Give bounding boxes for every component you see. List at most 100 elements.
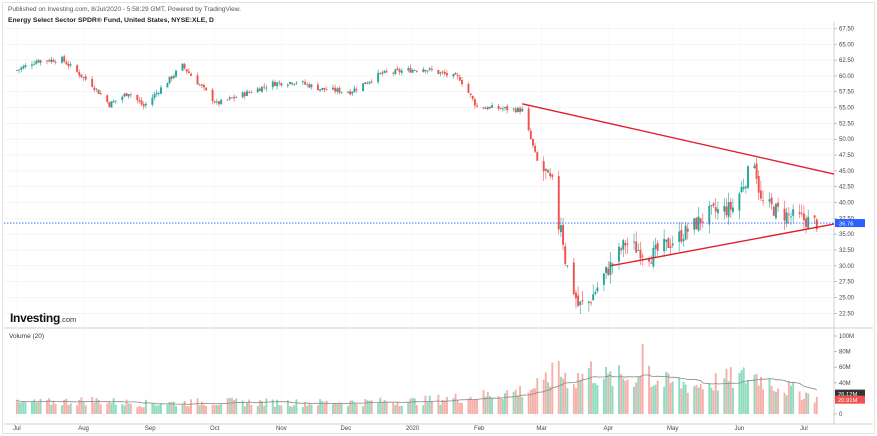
candle-body	[211, 89, 214, 102]
candle	[577, 286, 580, 308]
volume-bar	[712, 390, 715, 414]
candle	[514, 106, 517, 114]
volume-bar	[323, 403, 326, 414]
volume-bar	[755, 373, 758, 414]
candle	[415, 69, 418, 73]
volume-bar	[471, 399, 474, 414]
candle	[340, 91, 343, 94]
volume-bar	[243, 406, 246, 414]
candle-body	[138, 100, 141, 102]
candle	[63, 54, 66, 64]
volume-bar	[697, 387, 700, 414]
volume-bar	[469, 396, 472, 414]
candle	[80, 74, 83, 79]
candle	[151, 94, 154, 107]
candle	[18, 69, 21, 74]
candle-body	[581, 300, 584, 302]
volume-bar	[211, 404, 214, 414]
volume-y-axis: 100M80M60M40M20M0	[834, 334, 854, 418]
candle	[394, 68, 397, 76]
candle	[482, 107, 485, 110]
candle-body	[605, 266, 608, 273]
volume-bar	[248, 399, 251, 414]
volume-bar	[185, 406, 188, 414]
candle	[755, 158, 758, 184]
candle	[334, 84, 337, 94]
volume-bar	[233, 400, 236, 414]
candle	[243, 91, 246, 100]
candle	[349, 89, 352, 96]
volume-bar	[142, 407, 145, 414]
volume-bar	[488, 396, 491, 414]
volume-bar	[355, 404, 358, 414]
candle-body	[506, 106, 509, 111]
candle	[667, 237, 670, 249]
candle	[559, 217, 562, 238]
candle-body	[379, 72, 382, 74]
candle-body	[774, 203, 777, 218]
candle	[261, 86, 263, 93]
candle	[332, 84, 334, 91]
volume-bar	[67, 404, 70, 414]
candle	[807, 209, 810, 230]
candle	[123, 92, 126, 98]
candle	[353, 85, 356, 93]
candle	[121, 95, 124, 104]
candle	[84, 74, 87, 82]
volume-bar	[99, 404, 102, 414]
volume-bar	[753, 374, 756, 414]
volume-bar	[762, 389, 765, 414]
candle	[114, 100, 117, 104]
volume-bar	[725, 368, 728, 414]
candle	[792, 204, 795, 224]
volume-bar	[121, 404, 124, 414]
candle	[536, 150, 539, 162]
candle	[426, 70, 429, 74]
candle-body	[205, 87, 208, 91]
volume-bar	[347, 405, 350, 414]
candle	[499, 107, 502, 110]
candle	[166, 82, 169, 88]
candle	[321, 87, 324, 92]
price-tick-label: 62.50	[839, 58, 855, 64]
candle	[800, 204, 803, 217]
candle-body	[744, 186, 747, 189]
candle	[594, 289, 597, 296]
candle-body	[168, 76, 171, 84]
candle-body	[762, 200, 765, 202]
volume-bar	[160, 403, 162, 414]
volume-bar	[729, 367, 732, 414]
candle-body	[678, 231, 681, 242]
volume-bar	[757, 385, 760, 414]
candle	[564, 242, 567, 267]
candle-body	[787, 214, 790, 216]
volume-bar	[140, 407, 143, 414]
candle-body	[607, 268, 610, 275]
volume-bar	[33, 399, 36, 414]
volume-bar	[744, 383, 747, 414]
volume-bar	[770, 386, 773, 414]
last-price-tag-label: 36.76	[839, 221, 854, 227]
candle-body	[218, 101, 220, 105]
candle	[301, 80, 304, 85]
volume-bar	[497, 396, 500, 414]
volume-bar	[785, 395, 788, 414]
candle-body	[536, 152, 539, 161]
candle	[316, 81, 319, 91]
volume-bar	[441, 399, 444, 414]
volume-bar	[443, 400, 446, 414]
candle-body	[686, 228, 689, 232]
time-tick-label: Dec	[341, 426, 352, 432]
volume-bar	[76, 405, 79, 414]
candle-body	[230, 97, 233, 99]
candle	[437, 69, 440, 75]
candle-body	[321, 87, 324, 90]
candle-body	[76, 65, 79, 72]
candle	[323, 87, 326, 93]
candle	[381, 70, 384, 77]
volume-bar	[411, 397, 414, 414]
volume-bar	[519, 385, 522, 414]
volume-bar	[187, 406, 190, 414]
